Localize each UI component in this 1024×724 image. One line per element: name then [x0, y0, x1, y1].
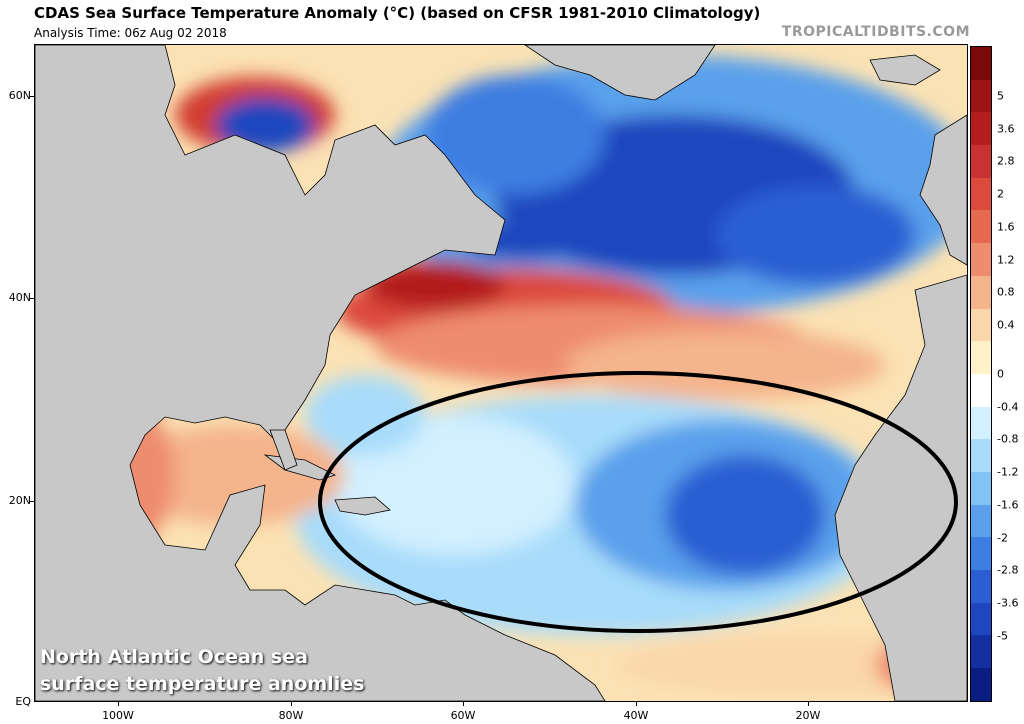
lon-tick	[636, 702, 637, 706]
colorbar-label: -0.8	[997, 432, 1019, 446]
colorbar-swatch	[971, 145, 991, 178]
colorbar-swatch	[971, 210, 991, 244]
caption-line-2: surface temperature anomlies	[40, 673, 365, 695]
lon-label-20w: 20W	[795, 709, 821, 722]
lat-tick	[30, 501, 34, 502]
site-credit: TROPICALTIDBITS.COM	[781, 24, 970, 40]
colorbar-swatch	[971, 537, 991, 570]
lon-tick	[463, 702, 464, 706]
land-masses	[35, 45, 967, 701]
highlight-ellipse	[318, 371, 958, 633]
colorbar-swatch	[971, 570, 991, 603]
colorbar-label: 1.6	[997, 220, 1015, 234]
colorbar-label: -1.6	[997, 498, 1019, 512]
colorbar-swatch	[971, 308, 991, 342]
lon-tick	[118, 702, 119, 706]
colorbar-label: 0.8	[997, 285, 1015, 299]
colorbar-label: 2	[997, 187, 1004, 201]
sst-anomaly-map	[34, 44, 968, 702]
colorbar-swatch	[971, 243, 991, 276]
colorbar-swatch	[971, 668, 991, 701]
colorbar-label: -0.4	[997, 400, 1019, 414]
colorbar-swatch	[971, 504, 991, 538]
colorbar-label: -3.6	[997, 596, 1019, 610]
map-title: CDAS Sea Surface Temperature Anomaly (°C…	[34, 4, 761, 22]
colorbar-swatch	[971, 275, 991, 309]
colorbar-label: 3.6	[997, 122, 1015, 136]
colorbar-swatch	[971, 602, 991, 636]
colorbar-swatch	[971, 341, 991, 374]
lon-label-40w: 40W	[623, 709, 649, 722]
analysis-time: Analysis Time: 06z Aug 02 2018	[34, 26, 227, 40]
colorbar	[970, 46, 992, 702]
colorbar-swatch	[971, 373, 991, 407]
colorbar-label: -2.8	[997, 563, 1019, 577]
colorbar-swatch	[971, 79, 991, 113]
colorbar-label: 0	[997, 367, 1004, 381]
lat-label-60n: 60N	[8, 89, 31, 102]
caption-line-1: North Atlantic Ocean sea	[40, 646, 308, 668]
colorbar-swatch	[971, 47, 991, 80]
colorbar-swatch	[971, 177, 991, 211]
lat-label-20n: 20N	[8, 494, 31, 507]
colorbar-label: -1.2	[997, 465, 1019, 479]
lat-label-40n: 40N	[8, 291, 31, 304]
lon-tick	[291, 702, 292, 706]
lon-label-60w: 60W	[450, 709, 476, 722]
colorbar-swatch	[971, 471, 991, 505]
colorbar-swatch	[971, 635, 991, 669]
colorbar-label: -5	[997, 629, 1008, 643]
colorbar-swatch	[971, 112, 991, 146]
colorbar-label: 5	[997, 89, 1004, 103]
colorbar-label: 1.2	[997, 253, 1015, 267]
colorbar-swatch	[971, 406, 991, 440]
lat-tick	[30, 96, 34, 97]
lon-label-80w: 80W	[278, 709, 304, 722]
lon-tick	[808, 702, 809, 706]
map-canvas	[35, 45, 967, 701]
colorbar-label: 2.8	[997, 154, 1015, 168]
colorbar-label: -2	[997, 531, 1008, 544]
lat-label-eq: EQ	[15, 695, 31, 708]
caption-overlay: North Atlantic Ocean sea surface tempera…	[40, 644, 364, 698]
colorbar-swatch	[971, 439, 991, 472]
lat-tick	[30, 298, 34, 299]
colorbar-label: 0.4	[997, 318, 1015, 332]
lon-label-100w: 100W	[102, 709, 134, 722]
